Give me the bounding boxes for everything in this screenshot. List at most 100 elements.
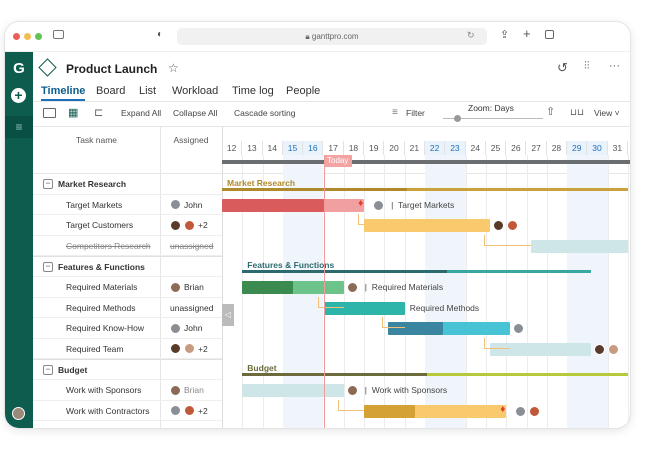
group-progress bbox=[242, 373, 428, 377]
assignee[interactable]: unassigned bbox=[170, 240, 214, 251]
avatar bbox=[170, 199, 181, 211]
task-name[interactable]: Market Research bbox=[58, 179, 127, 189]
assignee[interactable]: Brian bbox=[170, 380, 204, 400]
task-row[interactable]: Target Customers +2 bbox=[33, 215, 222, 236]
zoom-slider[interactable] bbox=[443, 118, 543, 119]
task-bar[interactable] bbox=[489, 342, 592, 356]
assignee[interactable]: John bbox=[170, 318, 202, 338]
ganttpro-logo[interactable]: G bbox=[13, 60, 25, 77]
close-window-button[interactable] bbox=[13, 33, 20, 40]
tab-board[interactable]: Board bbox=[96, 85, 126, 97]
task-name[interactable]: Required Materials bbox=[66, 282, 138, 292]
filter-button[interactable]: Filter bbox=[406, 108, 425, 118]
zoom-slider-handle[interactable] bbox=[454, 115, 461, 122]
task-bar[interactable] bbox=[323, 301, 405, 315]
assignee[interactable]: +2 bbox=[170, 339, 208, 359]
share-icon[interactable]: ⇪ bbox=[500, 29, 510, 41]
privacy-shield-icon[interactable]: ◐ bbox=[157, 29, 164, 40]
group-progress bbox=[242, 270, 448, 274]
task-row[interactable]: Required Materials Brian bbox=[33, 277, 222, 298]
day-header: 27 bbox=[527, 141, 547, 155]
settings-sliders-icon[interactable]: ⫶⫶ bbox=[584, 60, 590, 72]
dependency-link bbox=[317, 296, 344, 308]
collapse-group-icon[interactable]: − bbox=[43, 179, 53, 189]
task-row[interactable]: Required Team +2 bbox=[33, 339, 222, 360]
project-icon bbox=[38, 58, 57, 77]
group-row[interactable]: − Budget bbox=[33, 359, 222, 380]
address-bar[interactable]: 🔒︎ ganttpro.com bbox=[177, 28, 487, 45]
collapse-all-button[interactable]: Collapse All bbox=[173, 108, 218, 118]
assignee[interactable]: unassigned bbox=[170, 302, 214, 313]
group-summary-bar[interactable] bbox=[242, 373, 628, 377]
history-icon[interactable]: ↺ bbox=[557, 60, 568, 75]
tabs-overview-icon[interactable] bbox=[545, 30, 554, 39]
task-bar[interactable] bbox=[364, 219, 490, 233]
minimize-window-button[interactable] bbox=[24, 33, 31, 40]
calendar-icon[interactable]: ▦ bbox=[68, 107, 79, 119]
avatar bbox=[170, 384, 181, 396]
task-bar[interactable] bbox=[242, 384, 344, 397]
collapse-group-icon[interactable]: − bbox=[43, 365, 53, 376]
task-name[interactable]: Work with Sponsors bbox=[66, 385, 142, 395]
bar-avatar bbox=[346, 385, 358, 396]
dependency-link bbox=[358, 214, 365, 226]
reload-icon[interactable]: ↻ bbox=[467, 30, 475, 40]
task-bar[interactable] bbox=[530, 239, 628, 253]
user-avatar[interactable] bbox=[12, 407, 25, 420]
assignee[interactable]: +2 bbox=[170, 401, 208, 421]
day-header: 16 bbox=[303, 141, 324, 155]
maximize-window-button[interactable] bbox=[35, 33, 42, 40]
tab-timeline[interactable]: Timeline bbox=[41, 85, 86, 101]
star-icon[interactable]: ☆ bbox=[168, 61, 179, 75]
dependency-link bbox=[382, 317, 405, 329]
sidebar-toggle-icon[interactable] bbox=[53, 30, 64, 39]
outdent-icon[interactable]: ⊏ bbox=[94, 107, 104, 119]
task-progress bbox=[242, 281, 294, 294]
column-header-task-name[interactable]: Task name bbox=[75, 135, 118, 145]
tab-list[interactable]: List bbox=[139, 85, 157, 97]
task-name[interactable]: Required Team bbox=[66, 343, 124, 354]
task-row[interactable]: Work with Sponsors Brian bbox=[33, 380, 222, 401]
baseline-icon[interactable]: ⊔⊔ bbox=[570, 107, 585, 117]
task-name[interactable]: Competitors Research bbox=[66, 240, 151, 251]
tab-time-log[interactable]: Time log bbox=[232, 85, 274, 97]
tab-workload[interactable]: Workload bbox=[172, 85, 219, 97]
assignee[interactable]: Brian bbox=[170, 277, 204, 297]
menu-icon[interactable]: ≡ bbox=[5, 116, 33, 138]
expand-all-button[interactable]: Expand All bbox=[121, 108, 162, 118]
tab-people[interactable]: People bbox=[286, 85, 321, 97]
task-row[interactable]: Target Markets John bbox=[33, 195, 222, 216]
bar-avatar bbox=[513, 323, 525, 335]
task-name[interactable]: Required Methods bbox=[66, 302, 136, 313]
bar-avatar bbox=[373, 199, 385, 211]
assignee[interactable]: John bbox=[170, 195, 202, 215]
task-name[interactable]: Target Markets bbox=[66, 199, 123, 210]
task-name[interactable]: Required Know-How bbox=[66, 323, 144, 334]
task-row[interactable]: Competitors Research unassigned bbox=[33, 236, 222, 257]
new-tab-icon[interactable]: + bbox=[523, 26, 531, 41]
group-row[interactable]: − Features & Functions bbox=[33, 256, 222, 277]
task-row[interactable]: Required Methods unassigned bbox=[33, 298, 222, 319]
day-header: 22 bbox=[425, 141, 446, 155]
task-name[interactable]: Budget bbox=[58, 365, 88, 376]
add-task-icon[interactable] bbox=[43, 108, 56, 118]
more-icon[interactable]: ··· bbox=[609, 60, 620, 72]
task-bar-label: | Target Markets bbox=[391, 199, 455, 210]
task-name[interactable]: Features & Functions bbox=[58, 262, 145, 273]
task-name[interactable]: Target Customers bbox=[66, 220, 134, 231]
group-row[interactable]: − Market Research bbox=[33, 174, 222, 195]
task-row[interactable]: Work with Contractors +2 bbox=[33, 401, 222, 422]
column-header-assigned[interactable]: Assigned bbox=[173, 135, 209, 145]
export-icon[interactable]: ⇧ bbox=[546, 106, 556, 118]
group-bar-label: Features & Functions bbox=[247, 260, 335, 271]
group-summary-bar[interactable] bbox=[222, 188, 628, 191]
assignee[interactable]: +2 bbox=[170, 215, 208, 235]
view-dropdown[interactable]: View ˅ bbox=[594, 108, 620, 118]
collapse-grid-handle[interactable]: ◁ bbox=[222, 304, 234, 326]
task-row[interactable]: Required Know-How John bbox=[33, 318, 222, 339]
collapse-group-icon[interactable]: − bbox=[43, 262, 53, 273]
cascade-sorting-button[interactable]: Cascade sorting bbox=[234, 108, 296, 118]
task-name[interactable]: Work with Contractors bbox=[66, 405, 150, 416]
add-project-icon[interactable]: + bbox=[11, 88, 26, 103]
avatar bbox=[170, 322, 181, 334]
